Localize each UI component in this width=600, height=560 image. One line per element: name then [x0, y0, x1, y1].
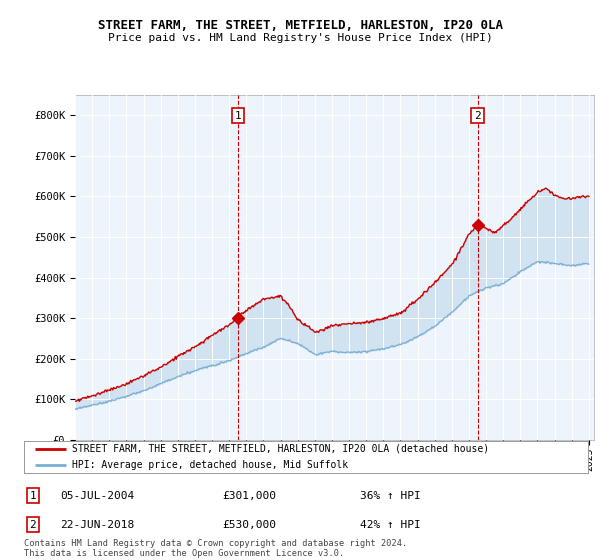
Text: Contains HM Land Registry data © Crown copyright and database right 2024.
This d: Contains HM Land Registry data © Crown c…: [24, 539, 407, 558]
Text: 1: 1: [235, 111, 241, 121]
Text: 2: 2: [474, 111, 481, 121]
Text: 05-JUL-2004: 05-JUL-2004: [60, 491, 134, 501]
Text: £530,000: £530,000: [222, 520, 276, 530]
Text: STREET FARM, THE STREET, METFIELD, HARLESTON, IP20 0LA (detached house): STREET FARM, THE STREET, METFIELD, HARLE…: [72, 444, 489, 454]
Text: 36% ↑ HPI: 36% ↑ HPI: [360, 491, 421, 501]
Text: Price paid vs. HM Land Registry's House Price Index (HPI): Price paid vs. HM Land Registry's House …: [107, 32, 493, 43]
Text: 42% ↑ HPI: 42% ↑ HPI: [360, 520, 421, 530]
Text: HPI: Average price, detached house, Mid Suffolk: HPI: Average price, detached house, Mid …: [72, 460, 348, 470]
Text: STREET FARM, THE STREET, METFIELD, HARLESTON, IP20 0LA: STREET FARM, THE STREET, METFIELD, HARLE…: [97, 19, 503, 32]
Text: 1: 1: [29, 491, 37, 501]
Text: £301,000: £301,000: [222, 491, 276, 501]
Text: 2: 2: [29, 520, 37, 530]
Text: 22-JUN-2018: 22-JUN-2018: [60, 520, 134, 530]
